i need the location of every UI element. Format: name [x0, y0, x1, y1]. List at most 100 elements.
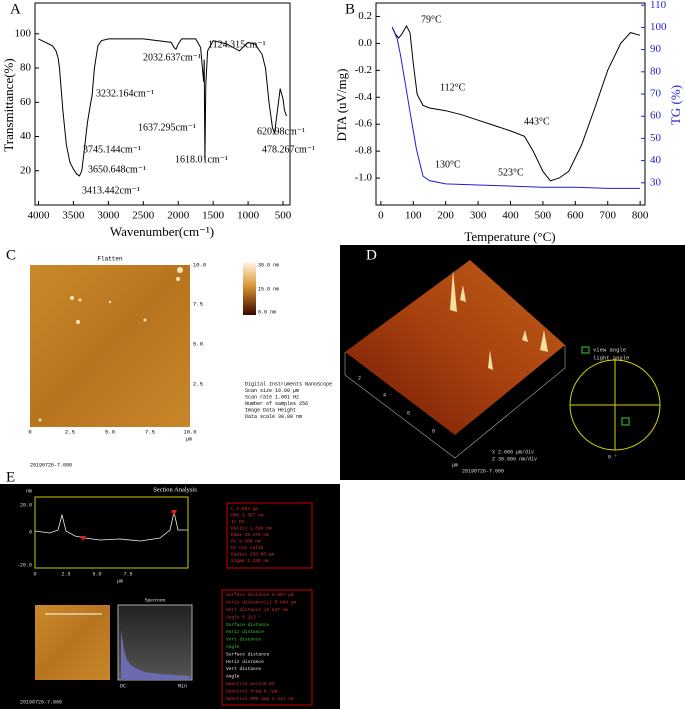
y-tick-label: 20.0: [20, 502, 32, 508]
x-unit: µm: [186, 436, 192, 442]
y2-tick-label: 80: [650, 65, 662, 77]
data-line: [391, 24, 641, 182]
x-tick-label: 200: [437, 210, 454, 222]
x-tick-label: 400: [502, 210, 519, 222]
cursor-stat: Horiz distance: [226, 629, 264, 635]
image-title: Flatten: [97, 256, 123, 263]
section-title: Section Analysis: [153, 486, 197, 493]
cursor-stat: Angle: [226, 644, 240, 650]
stat-line: Ra(Ic) 1.896 nm: [231, 526, 272, 532]
y-tick-label: -0.2: [355, 64, 372, 76]
stat-line: Radius 256.05 µm: [231, 552, 275, 558]
panel-letter: D: [366, 247, 377, 263]
annotation: 130°C: [435, 159, 461, 170]
angle-label: 0 °: [608, 454, 617, 460]
section-thumb: [35, 605, 110, 680]
plot-frame: [34, 2, 291, 206]
section-profile: [34, 511, 188, 542]
x-axis-label: Wavenumber(cm⁻¹): [110, 224, 214, 239]
axis-tick-label: 2: [358, 375, 361, 381]
x-tick-label: 800: [632, 210, 649, 222]
y-tick-label: 7.5: [193, 300, 203, 307]
x-tick-label: 1500: [202, 210, 225, 222]
panel-letter: A: [10, 1, 21, 17]
y-tick-label: 2.5: [193, 380, 203, 387]
y-axis-label: Transmittance(%): [1, 58, 16, 151]
y-tick-label: 10.0: [193, 261, 206, 268]
y2-tick-label: 70: [650, 88, 662, 100]
x-tick-label: 500: [535, 210, 552, 222]
annotation: 3232.164cm⁻¹: [96, 88, 154, 99]
panel-letter: E: [6, 469, 15, 485]
info-line: Scan size 10.00 µm: [245, 388, 299, 394]
y-tick-label: 100: [15, 27, 32, 39]
x-tick-label: 600: [567, 210, 584, 222]
y-tick-label: 60: [20, 96, 32, 108]
x-tick-label: 7.5: [145, 428, 155, 435]
info-line: Scan rate 1.001 Hz: [245, 394, 299, 400]
info-line: Digital Instruments NanoScope: [245, 381, 332, 387]
cursor-stat: Surface distance: [226, 622, 270, 628]
x-tick-label: 2.5: [61, 571, 70, 577]
annotation: 1618.01cm⁻¹: [175, 154, 228, 165]
y-tick-label: 0.0: [358, 37, 372, 49]
x-tick-label: 2000: [167, 210, 190, 222]
spectrum-tick: Min: [178, 683, 187, 689]
light-label: light angle: [593, 354, 629, 361]
x-tick-label: 0: [378, 210, 384, 222]
colorbar-label: 15.0 nm: [258, 286, 279, 292]
y2-axis-label: TG (%): [668, 85, 683, 125]
info-line: Image Data Height: [245, 407, 296, 413]
footer: 20190726-7.000: [30, 462, 72, 468]
x-tick-label: 1000: [237, 210, 260, 222]
x-tick-label: 100: [405, 210, 422, 222]
data-line: [391, 27, 641, 189]
cursor-stat: Horiz distance: [226, 659, 264, 665]
cursor-stat: Angle: [226, 674, 240, 680]
x-tick-label: 0: [28, 428, 31, 435]
cursor-stat: Spectral RMS amp 2.411 nm: [226, 696, 294, 702]
y-tick-label: 0: [29, 529, 32, 535]
cursor-stat: Vert distance: [226, 637, 261, 643]
cursor-box: [221, 589, 313, 706]
panel-letter: B: [345, 1, 355, 17]
cursor-stat: Horiz distance(L) 5.684 µm: [226, 600, 297, 606]
surface-peaks: [450, 270, 548, 370]
annotation: 1637.295cm⁻¹: [138, 122, 196, 133]
y-tick-label: -20.0: [17, 562, 32, 568]
x-unit: µm: [117, 578, 123, 584]
cursor-stat: Spectral period DC: [226, 681, 275, 687]
annotation: 1124.315cm⁻¹: [208, 39, 266, 50]
y2-tick-label: 40: [650, 154, 662, 166]
y-tick-label: -0.8: [355, 145, 373, 157]
cursor-stat: Vert distance: [226, 666, 261, 672]
x-tick-label: 300: [470, 210, 487, 222]
x-tick-label: 700: [599, 210, 616, 222]
stat-line: Rz Cnt valid: [231, 545, 264, 551]
cursor-stat: Surface distance: [226, 651, 270, 657]
annotation: 443°C: [524, 116, 550, 127]
x-axis-label: Temperature (°C): [464, 229, 555, 244]
x-tick-label: 5.0: [92, 571, 101, 577]
x-tick-label: 2.5: [65, 428, 75, 435]
afm-3d-surface: [345, 260, 565, 435]
stat-line: Rz 9.300 nm: [231, 539, 261, 545]
y-unit: nm: [26, 488, 32, 494]
spectrum-bars: [121, 630, 190, 680]
stat-line: L 5.684 µm: [231, 506, 258, 512]
axis-unit: µm: [452, 462, 458, 468]
y-tick-label: -0.4: [355, 91, 373, 103]
x-tick-label: 2500: [132, 210, 155, 222]
stats-box: [226, 502, 313, 569]
afm-image: [30, 265, 190, 427]
y-tick-label: -1.0: [355, 172, 373, 184]
x-tick-label: 7.5: [123, 571, 132, 577]
y2-tick-label: 50: [650, 132, 662, 144]
scale-x: X 2.000 µm/div: [492, 449, 534, 455]
footer: 20190726-7.000: [462, 468, 504, 474]
annotation: 79°C: [421, 14, 442, 25]
annotation: 3650.648cm⁻¹: [88, 164, 146, 175]
y-tick-label: 5.0: [193, 340, 203, 347]
stat-line: Sigma 2.338 nm: [231, 558, 269, 564]
view-label: view angle: [593, 346, 626, 353]
